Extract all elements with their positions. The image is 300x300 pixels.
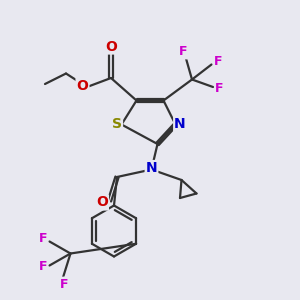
Text: O: O <box>105 40 117 53</box>
Text: F: F <box>39 260 47 274</box>
Text: F: F <box>215 82 224 95</box>
Text: S: S <box>112 118 122 131</box>
Text: F: F <box>214 55 222 68</box>
Text: O: O <box>96 196 108 209</box>
Text: F: F <box>179 45 187 58</box>
Text: O: O <box>76 79 88 92</box>
Text: N: N <box>174 118 186 131</box>
Text: F: F <box>39 232 47 245</box>
Text: F: F <box>60 278 69 291</box>
Text: N: N <box>146 161 157 175</box>
